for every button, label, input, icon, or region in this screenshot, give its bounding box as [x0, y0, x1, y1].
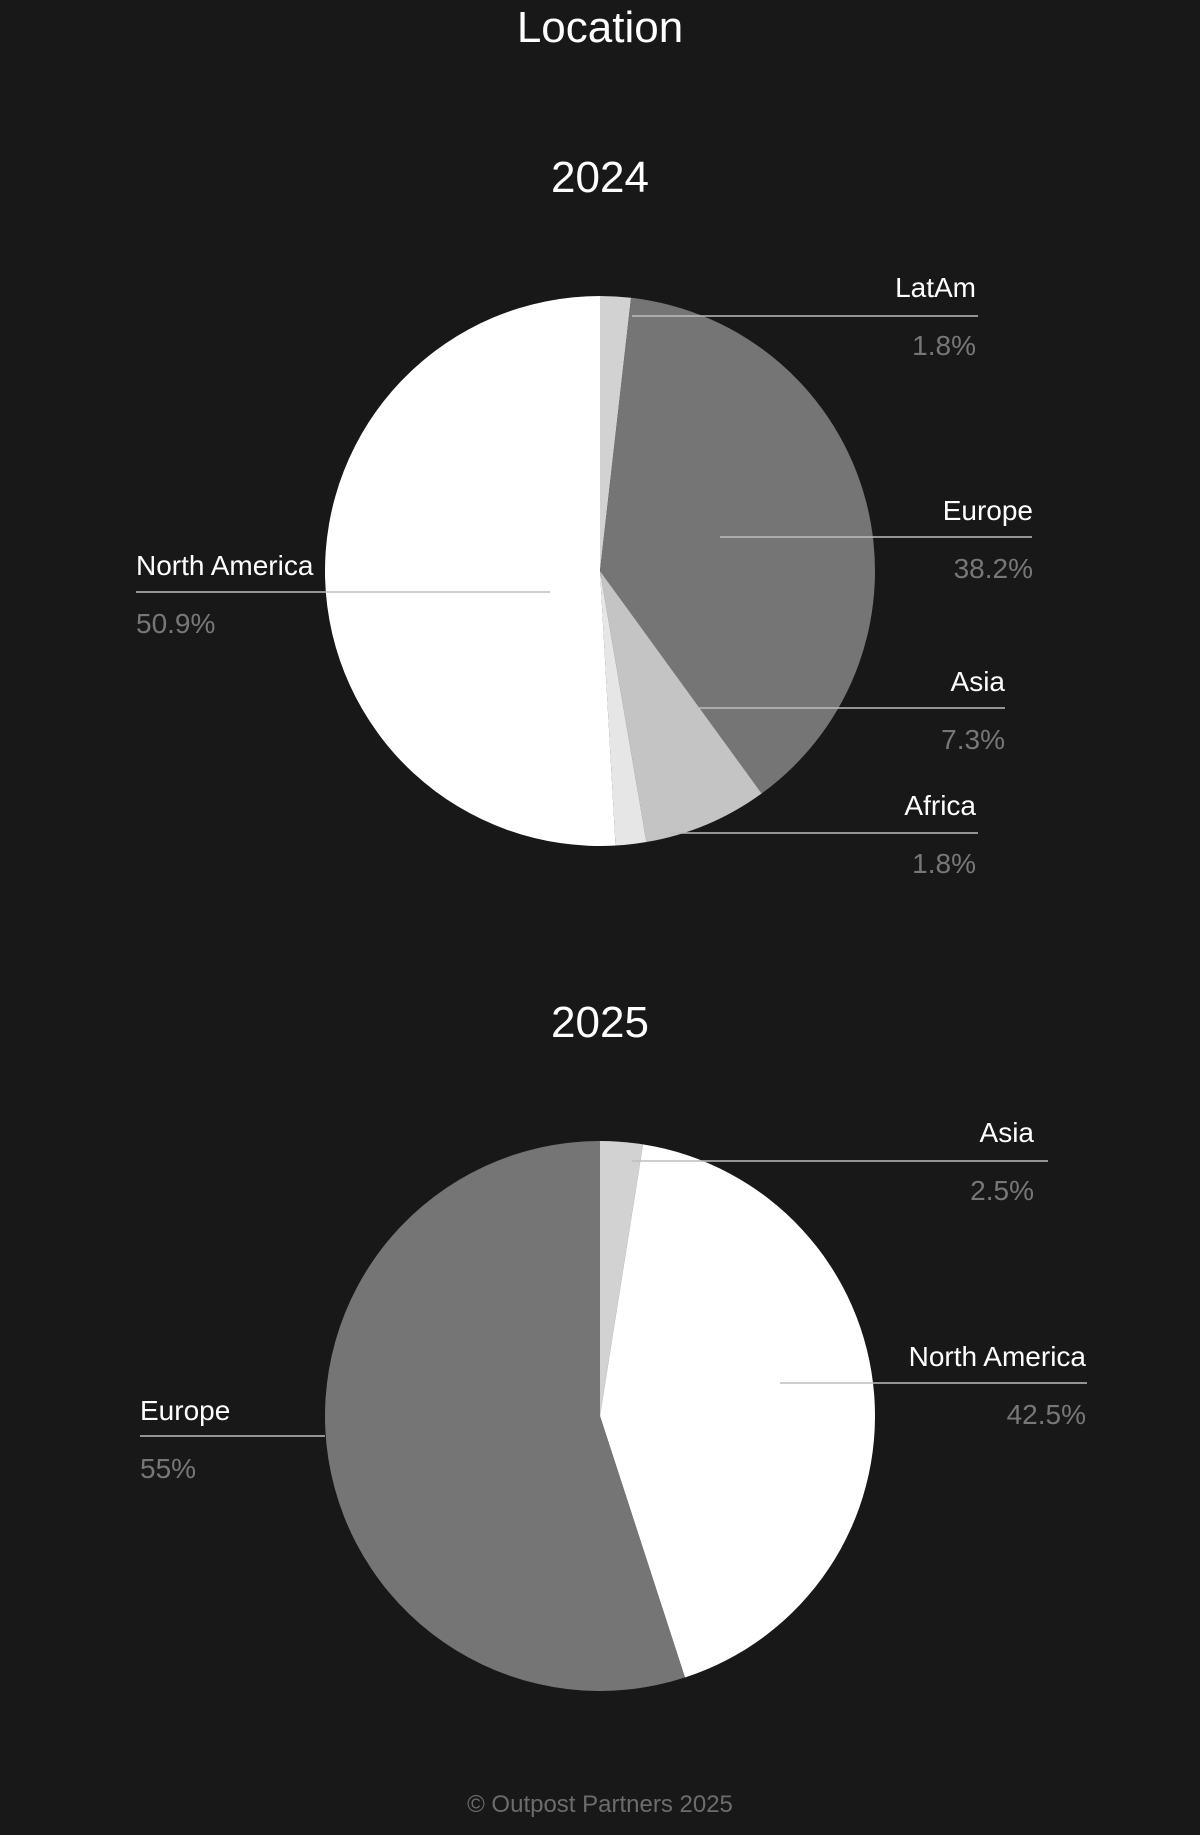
- slice-label-2025-europe: Europe: [140, 1395, 230, 1426]
- slice-value-2024-north-america: 50.9%: [136, 608, 215, 639]
- slice-label-2024-africa: Africa: [904, 790, 976, 821]
- slice-value-2025-north-america: 42.5%: [1007, 1399, 1086, 1430]
- pie-slice-2024-asia: [600, 571, 762, 843]
- pie-slice-2024-north-america: [325, 296, 616, 846]
- chart-title-2024: 2024: [551, 153, 649, 202]
- pie-chart-2025: 2025 Asia 2.5% North America 42.5% Europe 55%: [0, 995, 1200, 1835]
- slice-value-2025-asia: 2.5%: [970, 1175, 1034, 1206]
- footer-copyright: © Outpost Partners 2025: [467, 1791, 733, 1818]
- pie-slice-2024-europe: [600, 297, 875, 794]
- slice-value-2024-europe: 38.2%: [954, 553, 1033, 584]
- slice-label-2024-europe: Europe: [943, 495, 1033, 526]
- page-title: Location: [516, 3, 684, 52]
- chart-title-2025: 2025: [551, 998, 649, 1047]
- pie-2024-svg: LatAm 1.8% Europe 38.2% Asia 7.3% Africa 1.8% No…: [136, 272, 1033, 879]
- slice-label-2025-asia: Asia: [980, 1117, 1035, 1148]
- slice-label-2024-latam: LatAm: [895, 272, 976, 303]
- pie-chart-2024: 2024 LatAm 1.8% Europe 38.2% Asia 7.3% Africa 1…: [0, 150, 1200, 990]
- slice-value-2024-latam: 1.8%: [912, 330, 976, 361]
- slice-label-2024-asia: Asia: [951, 666, 1006, 697]
- slice-value-2025-europe: 55%: [140, 1453, 196, 1484]
- pie-slice-2025-europe: [324, 1141, 685, 1691]
- pie-slice-2024-africa: [600, 571, 647, 846]
- slice-value-2024-africa: 1.8%: [912, 848, 976, 879]
- pie-slice-2025-north-america: [600, 1144, 876, 1678]
- slice-label-2025-north-america: North America: [909, 1341, 1087, 1372]
- slice-value-2024-asia: 7.3%: [941, 724, 1005, 755]
- slice-label-2024-north-america: North America: [136, 550, 314, 581]
- pie-2025-svg: Asia 2.5% North America 42.5% Europe 55%: [140, 1117, 1087, 1691]
- pie-slice-2025-asia: [600, 1141, 644, 1416]
- pie-slice-2024-latam: [600, 296, 632, 571]
